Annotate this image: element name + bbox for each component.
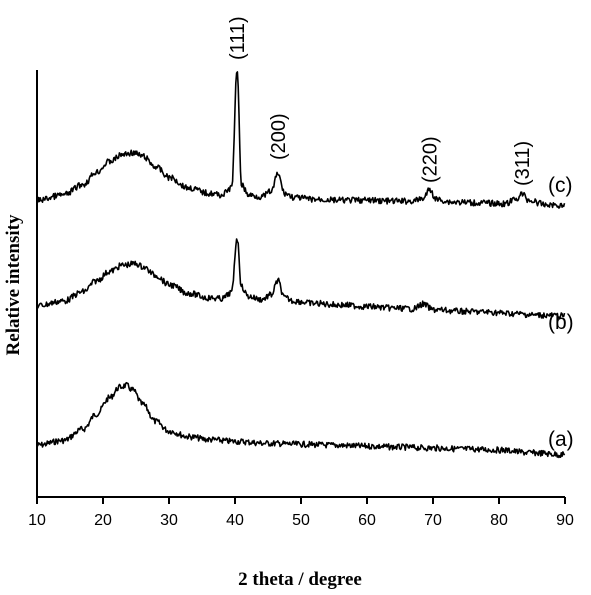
x-axis-ticks: 10 20 30 40 50 60 70 80 90 [28,497,574,529]
x-tick-label-70: 70 [424,512,442,529]
series-labels: (a) (b) (c) [548,174,574,451]
peak-label-200: (200) [268,113,290,160]
x-tick-label-20: 20 [94,512,112,529]
y-axis-title: Relative intensity [3,214,24,355]
plot-frame [36,70,565,498]
series-label-a: (a) [548,428,574,451]
series-layer [36,71,566,459]
x-tick-label-50: 50 [292,512,310,529]
peak-label-111: (111) [227,16,249,60]
x-tick-label-60: 60 [358,512,376,529]
series-label-c: (c) [548,174,573,197]
peak-label-220: (220) [420,136,442,183]
series-line-a [36,381,566,459]
x-axis-title: 2 theta / degree [238,569,362,590]
x-tick-label-80: 80 [490,512,508,529]
peak-label-311: (311) [512,141,534,186]
x-tick-label-30: 30 [160,512,178,529]
series-label-b: (b) [548,311,574,334]
peak-annotations: (111) (200) (220) (311) [227,16,534,186]
series-line-c [36,71,566,209]
series-line-b [36,238,566,320]
x-tick-label-40: 40 [226,512,244,529]
x-tick-label-90: 90 [556,512,574,529]
x-tick-label-10: 10 [28,512,46,529]
